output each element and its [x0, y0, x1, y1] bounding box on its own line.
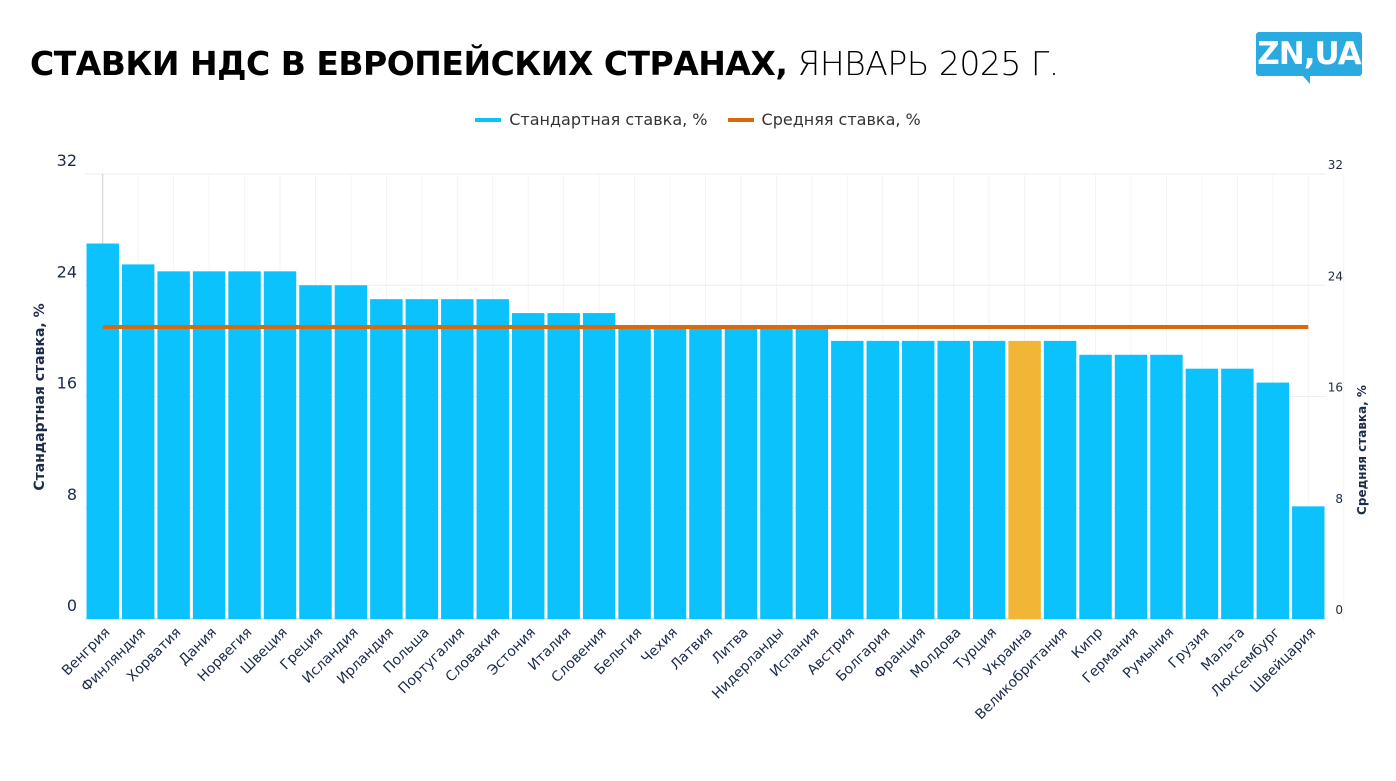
bar: [1221, 368, 1254, 619]
x-tick-label: Литва: [709, 625, 752, 668]
bar: [795, 326, 829, 619]
title-bold: СТАВКИ НДС В ЕВРОПЕЙСКИХ СТРАНАХ,: [30, 44, 788, 83]
x-tick-label: Дания: [176, 625, 220, 669]
x-tick-label: Греция: [277, 625, 326, 674]
legend-item-standard[interactable]: Стандартная ставка, %: [475, 110, 708, 129]
y-axis-title: Стандартная ставка, %: [32, 303, 48, 490]
y2-axis-title: Средняя ставка, %: [1355, 385, 1369, 515]
x-axis-labels: ВенгрияФинляндияХорватияДанияНорвегияШве…: [59, 624, 1319, 723]
y-tick-label: 24: [57, 262, 77, 281]
x-tick-label: Болгария: [833, 625, 893, 685]
x-tick-label: Турция: [951, 625, 1000, 674]
bar: [547, 313, 580, 619]
x-tick-label: Швеция: [238, 625, 291, 678]
x-tick-label: Германия: [1080, 625, 1142, 687]
grid-lines: [85, 173, 1345, 620]
legend-swatch-average: [727, 117, 754, 122]
bar: [1150, 354, 1183, 619]
bar: [972, 340, 1006, 619]
bar: [121, 264, 155, 619]
y2-tick-label: 32: [1328, 158, 1343, 172]
y2-tick-label: 8: [1335, 492, 1343, 506]
bar: [689, 326, 722, 619]
x-tick-label: Румыния: [1120, 625, 1177, 682]
y-tick-label: 16: [57, 374, 77, 393]
x-tick-label: Франция: [871, 625, 929, 683]
bar: [1256, 382, 1290, 619]
x-tick-label: Латвия: [668, 625, 717, 674]
x-tick-label: Словения: [549, 625, 610, 686]
x-tick-label: Венгрия: [59, 625, 114, 680]
x-tick-label: Австрия: [804, 625, 858, 679]
y2-tick-label: 16: [1328, 381, 1343, 395]
x-tick-label: Люксембург: [1208, 625, 1284, 701]
zn-ua-logo[interactable]: ZN,UA: [1256, 32, 1362, 84]
x-tick-label: Финляндия: [78, 625, 149, 696]
x-tick-label: Польша: [381, 625, 433, 677]
bar: [1079, 354, 1112, 619]
bar: [334, 285, 368, 619]
x-tick-label: Португалия: [395, 625, 468, 698]
bar: [1292, 506, 1325, 619]
y2-tick-label: 0: [1335, 603, 1343, 617]
bar: [441, 299, 474, 619]
bar: [724, 326, 758, 619]
y-tick-label: 0: [67, 596, 77, 615]
bar: [618, 326, 651, 619]
x-tick-label: Эстония: [485, 625, 539, 679]
bar: [511, 313, 545, 619]
x-tick-label: Исландия: [299, 625, 361, 687]
bar: [902, 340, 935, 619]
bar: [653, 326, 687, 619]
x-tick-label: Ирландия: [334, 625, 397, 688]
bar: [299, 285, 332, 619]
bar: [86, 243, 119, 619]
x-tick-label: Нидерланды: [709, 625, 787, 703]
bar: [405, 299, 439, 619]
bar: [157, 271, 190, 619]
x-tick-label: Италия: [525, 625, 574, 674]
bar: [760, 326, 793, 619]
x-tick-label: Великобритания: [972, 625, 1071, 724]
y2-axis-ticks: 0 8 16 24 32: [1328, 158, 1343, 617]
legend-label-average: Средняя ставка, %: [761, 110, 921, 129]
bar: [1008, 340, 1041, 619]
y-axis-ticks: 0 8 16 24 32: [57, 151, 77, 615]
x-tick-label: Бельгия: [591, 625, 645, 679]
bars: [86, 243, 1325, 619]
x-tick-label: Украина: [981, 625, 1036, 680]
legend-swatch-standard: [475, 117, 502, 122]
bar: [582, 313, 616, 619]
bar: [831, 340, 864, 619]
bar: [370, 299, 403, 619]
bar: [866, 340, 900, 619]
y-tick-label: 8: [67, 485, 77, 504]
chart-legend: Стандартная ставка, % Средняя ставка, %: [0, 110, 1396, 129]
title-light: ЯНВАРЬ 2025 Г.: [787, 44, 1059, 83]
x-tick-label: Мальта: [1198, 625, 1248, 675]
bar: [1043, 340, 1077, 619]
x-tick-label: Швейцария: [1247, 625, 1319, 697]
x-tick-label: Хорватия: [124, 625, 185, 686]
bar: [263, 271, 297, 619]
y2-tick-label: 24: [1328, 269, 1343, 283]
y-tick-label: 32: [57, 151, 77, 170]
bar: [476, 299, 509, 619]
bar: [1185, 368, 1219, 619]
bar: [1114, 354, 1148, 619]
chart-title: СТАВКИ НДС В ЕВРОПЕЙСКИХ СТРАНАХ, ЯНВАРЬ…: [30, 44, 1059, 83]
bar: [937, 340, 970, 619]
x-tick-label: Молдова: [907, 625, 964, 682]
x-tick-label: Испания: [767, 625, 823, 681]
x-tick-label: Грузия: [1166, 625, 1213, 672]
x-tick-label: Норвегия: [195, 625, 256, 686]
x-tick-label: Словакия: [443, 625, 504, 686]
legend-item-average[interactable]: Средняя ставка, %: [727, 110, 921, 129]
legend-label-standard: Стандартная ставка, %: [509, 110, 708, 129]
x-tick-label: Кипр: [1069, 624, 1107, 662]
bar: [192, 271, 226, 619]
x-tick-label: Чехия: [638, 625, 680, 667]
bar: [228, 271, 261, 619]
